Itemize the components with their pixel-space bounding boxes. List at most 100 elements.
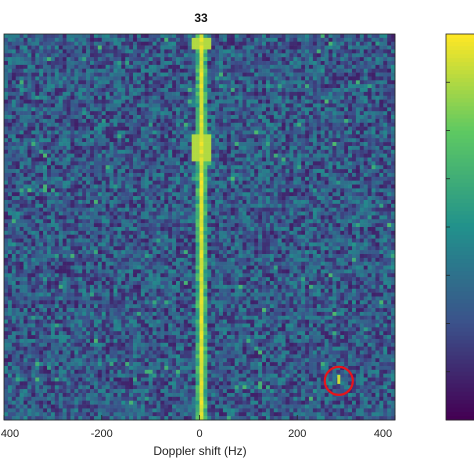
heatmap-cell xyxy=(90,188,95,193)
heatmap-cell xyxy=(234,180,239,185)
heatmap-cell xyxy=(332,80,337,85)
heatmap-cell xyxy=(301,192,306,197)
heatmap-cell xyxy=(297,57,302,62)
heatmap-cell xyxy=(207,196,212,201)
heatmap-cell xyxy=(195,172,200,178)
heatmap-cell xyxy=(340,172,345,178)
heatmap-cell xyxy=(246,68,251,73)
heatmap-cell xyxy=(363,88,368,93)
heatmap-cell xyxy=(125,76,130,81)
heatmap-cell xyxy=(234,176,239,181)
heatmap-cell xyxy=(301,215,306,220)
heatmap-cell xyxy=(254,122,259,127)
heatmap-cell xyxy=(262,80,267,85)
heatmap-cell xyxy=(148,207,153,212)
heatmap-cell xyxy=(238,57,243,62)
heatmap-cell xyxy=(47,37,52,43)
heatmap-cell xyxy=(109,138,114,143)
heatmap-cell xyxy=(133,180,138,185)
heatmap-cell xyxy=(375,176,380,181)
heatmap-cell xyxy=(355,130,361,135)
heatmap-cell xyxy=(285,223,290,228)
heatmap-cell xyxy=(371,45,376,50)
heatmap-cell xyxy=(187,45,192,50)
heatmap-cell xyxy=(203,180,208,185)
heatmap-cell xyxy=(27,61,32,66)
heatmap-cell xyxy=(187,192,192,197)
heatmap-cell xyxy=(27,219,32,224)
heatmap-cell xyxy=(363,172,368,178)
heatmap-cell xyxy=(246,176,251,181)
heatmap-cell xyxy=(281,142,286,147)
heatmap-cell xyxy=(39,57,44,62)
heatmap-cell xyxy=(332,64,337,70)
heatmap-cell xyxy=(191,72,196,77)
heatmap-cell xyxy=(203,76,208,81)
heatmap-cell xyxy=(305,169,310,174)
heatmap-cell xyxy=(164,196,169,201)
heatmap-cell xyxy=(15,161,20,166)
heatmap-cell xyxy=(133,184,138,189)
heatmap-cell xyxy=(281,196,286,201)
heatmap-cell xyxy=(58,203,63,208)
heatmap-cell xyxy=(93,176,99,181)
heatmap-cell xyxy=(62,88,67,93)
heatmap-cell xyxy=(375,149,380,154)
heatmap-cell xyxy=(219,57,224,62)
heatmap-cell xyxy=(281,57,286,62)
heatmap-cell xyxy=(23,219,28,224)
heatmap-cell xyxy=(285,88,290,93)
heatmap-cell xyxy=(230,145,235,151)
heatmap-cell xyxy=(117,161,122,166)
heatmap-cell xyxy=(39,99,44,104)
heatmap-cell xyxy=(183,88,189,93)
heatmap-cell xyxy=(297,169,302,174)
heatmap-cell xyxy=(27,180,32,185)
heatmap-cell xyxy=(133,196,138,201)
heatmap-cell xyxy=(164,45,169,50)
heatmap-cell xyxy=(328,64,333,70)
heatmap-cell xyxy=(305,122,310,127)
heatmap-cell xyxy=(316,34,322,39)
heatmap-cell xyxy=(289,49,294,54)
heatmap-cell xyxy=(31,145,36,151)
heatmap-cell xyxy=(168,80,173,85)
heatmap-cell xyxy=(136,145,142,151)
heatmap-cell xyxy=(316,115,322,120)
heatmap-cell xyxy=(250,199,255,205)
heatmap-cell xyxy=(144,64,149,70)
heatmap-cell xyxy=(164,169,169,174)
heatmap-cell xyxy=(320,103,325,108)
heatmap-cell xyxy=(176,188,181,193)
heatmap-cell xyxy=(4,165,9,170)
heatmap-cell xyxy=(203,157,208,162)
heatmap-cell xyxy=(7,49,13,54)
heatmap-cell xyxy=(226,61,232,66)
heatmap-cell xyxy=(4,41,9,46)
heatmap-cell xyxy=(273,115,278,120)
heatmap-cell xyxy=(391,219,396,224)
heatmap-cell xyxy=(387,107,392,112)
heatmap-cell xyxy=(82,80,87,85)
heatmap-cell xyxy=(187,49,192,54)
heatmap-cell xyxy=(246,122,251,127)
heatmap-cell xyxy=(144,219,149,224)
heatmap-cell xyxy=(179,103,185,108)
heatmap-cell xyxy=(344,107,349,112)
heatmap-cell xyxy=(176,88,181,93)
heatmap-cell xyxy=(187,68,192,73)
heatmap-cell xyxy=(70,115,75,120)
heatmap-cell xyxy=(187,176,192,181)
heatmap-cell xyxy=(43,157,48,162)
heatmap-cell xyxy=(15,41,20,46)
heatmap-cell xyxy=(328,111,333,116)
heatmap-cell xyxy=(152,103,157,108)
heatmap-cell xyxy=(336,157,341,162)
heatmap-cell xyxy=(305,145,310,151)
heatmap-cell xyxy=(328,122,333,127)
heatmap-cell xyxy=(219,172,224,178)
heatmap-cell xyxy=(140,72,146,77)
heatmap-cell xyxy=(301,57,306,62)
heatmap-cell xyxy=(183,126,189,131)
heatmap-cell xyxy=(148,192,153,197)
